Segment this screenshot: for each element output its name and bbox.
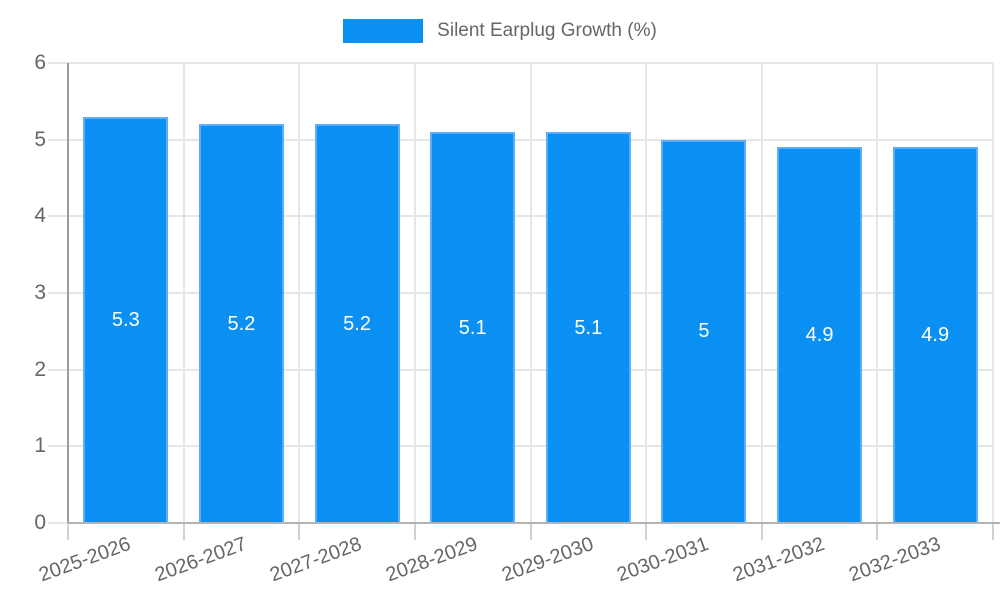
v-gridline (992, 63, 994, 523)
x-tick-mark (645, 524, 648, 540)
bar (545, 132, 631, 523)
bar (314, 124, 400, 523)
y-tick-label: 5 (34, 127, 46, 151)
x-tick-mark (529, 524, 532, 540)
y-tick-label: 2 (34, 357, 46, 381)
x-tick-mark (298, 524, 301, 540)
h-gridline (48, 368, 993, 371)
bar (892, 147, 978, 523)
h-gridline (48, 62, 993, 64)
v-gridline (529, 63, 532, 523)
bar-value-label: 5.1 (574, 316, 603, 339)
h-gridline (48, 292, 993, 294)
bar (198, 124, 284, 523)
bar (430, 132, 516, 523)
bar-value-label: 4.9 (921, 324, 950, 347)
y-tick-label: 0 (34, 511, 46, 534)
legend-item[interactable]: Silent Earplug Growth (%) (343, 19, 657, 43)
x-tick-mark (760, 524, 763, 540)
v-gridline (876, 63, 879, 523)
v-gridline (298, 63, 301, 523)
bar-value-label: 5.3 (111, 308, 140, 331)
x-tick-label: 2029-2030 (498, 532, 597, 587)
y-tick-label: 3 (34, 281, 46, 304)
x-tick-label: 2032-2033 (845, 532, 944, 587)
x-tick-mark (413, 524, 416, 540)
x-tick-label: 2025-2026 (36, 532, 134, 587)
x-tick-mark (876, 524, 879, 540)
bar (83, 116, 169, 523)
x-axis-line (68, 522, 1000, 524)
v-gridline (413, 63, 416, 523)
h-gridline (48, 138, 993, 141)
bar-value-label: 5.1 (458, 316, 487, 339)
y-tick-mark (48, 522, 68, 524)
bar-value-label: 4.9 (805, 324, 834, 347)
x-tick-label: 2030-2031 (614, 532, 712, 587)
h-gridline (48, 445, 993, 448)
x-tick-label: 2028-2029 (383, 532, 481, 587)
bar (777, 147, 863, 523)
legend-swatch (343, 19, 424, 43)
y-tick-label: 6 (34, 51, 46, 74)
x-tick-mark (182, 524, 185, 540)
bar-value-label: 5.2 (227, 312, 256, 335)
x-tick-label: 2026-2027 (151, 532, 250, 587)
bar-value-label: 5.2 (343, 312, 371, 335)
v-gridline (645, 63, 648, 523)
legend-label: Silent Earplug Growth (%) (437, 20, 657, 41)
x-tick-label: 2027-2028 (267, 532, 365, 587)
y-axis-line (67, 63, 69, 523)
bar (661, 139, 747, 523)
bar-value-label: 5 (698, 320, 710, 343)
h-gridline (48, 215, 993, 218)
chart-legend: Silent Earplug Growth (%) (0, 19, 1000, 43)
x-tick-mark (67, 524, 69, 540)
x-tick-mark (992, 524, 994, 540)
v-gridline (760, 63, 763, 523)
v-gridline (182, 63, 185, 523)
x-tick-label: 2031-2032 (730, 532, 828, 587)
y-tick-label: 1 (34, 434, 46, 458)
y-tick-label: 4 (34, 204, 46, 228)
